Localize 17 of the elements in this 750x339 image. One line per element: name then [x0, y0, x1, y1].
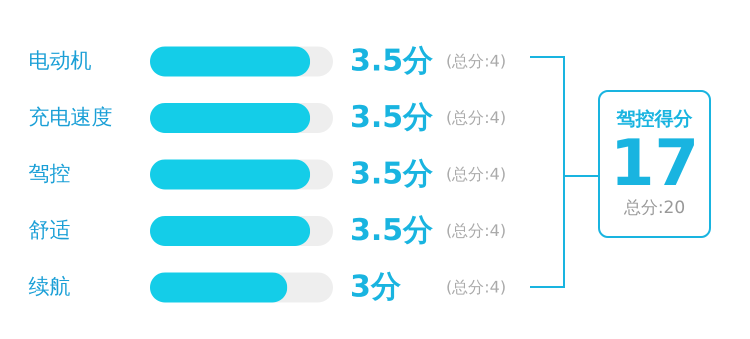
- text: 驾控得分: [615, 107, 694, 132]
- data-label: 3.5分: [350, 44, 434, 79]
- y-tick-label: 舒适: [28, 218, 70, 242]
- y-tick-label: 电动机: [28, 48, 92, 73]
- y-tick-label: 充电速度: [28, 105, 112, 130]
- text: (总分:4): [446, 277, 506, 296]
- data-label: 3.5分: [350, 212, 434, 248]
- text: 总分:20: [622, 197, 686, 219]
- text: (总分:4): [446, 220, 506, 240]
- y-tick-label: 驾控: [28, 162, 70, 186]
- text: (总分:4): [446, 164, 506, 184]
- data-label: 3.5分: [350, 100, 434, 136]
- data-label: 3分: [350, 269, 401, 304]
- text: (总分:4): [446, 108, 506, 128]
- data-label: 3.5分: [350, 156, 434, 192]
- y-tick-label: 续航: [28, 274, 70, 298]
- text: (总分:4): [446, 52, 506, 71]
